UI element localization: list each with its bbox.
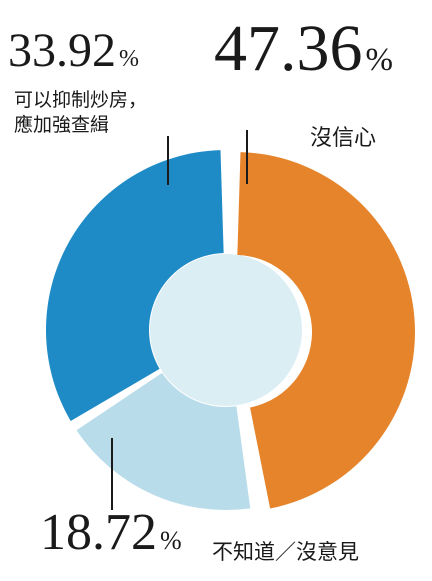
legend-label-line: 可以抑制炒房， [14,89,148,111]
value-label-suppress-speculation: 33.92% [8,27,139,75]
value-number: 18.72 [40,504,157,561]
value-label-no-confidence: 47.36% [214,16,393,82]
slice-no-confidence [237,152,415,509]
value-number: 33.92 [8,24,116,77]
value-number: 47.36 [214,12,363,85]
donut-hole [150,254,302,406]
legend-label-line: 應加強查緝 [14,114,110,137]
percent-unit: % [160,526,182,555]
legend-label-unknown: 不知道／沒意見 [212,540,359,564]
percent-unit: % [119,46,139,72]
percent-unit: % [365,42,394,78]
slice-suppress-speculation [46,150,224,421]
slice-unknown [76,372,251,510]
value-label-unknown: 18.72% [40,507,182,559]
legend-label-suppress-speculation: 可以抑制炒房， 應加強查緝 [14,88,147,138]
legend-label-no-confidence: 沒信心 [310,126,377,151]
